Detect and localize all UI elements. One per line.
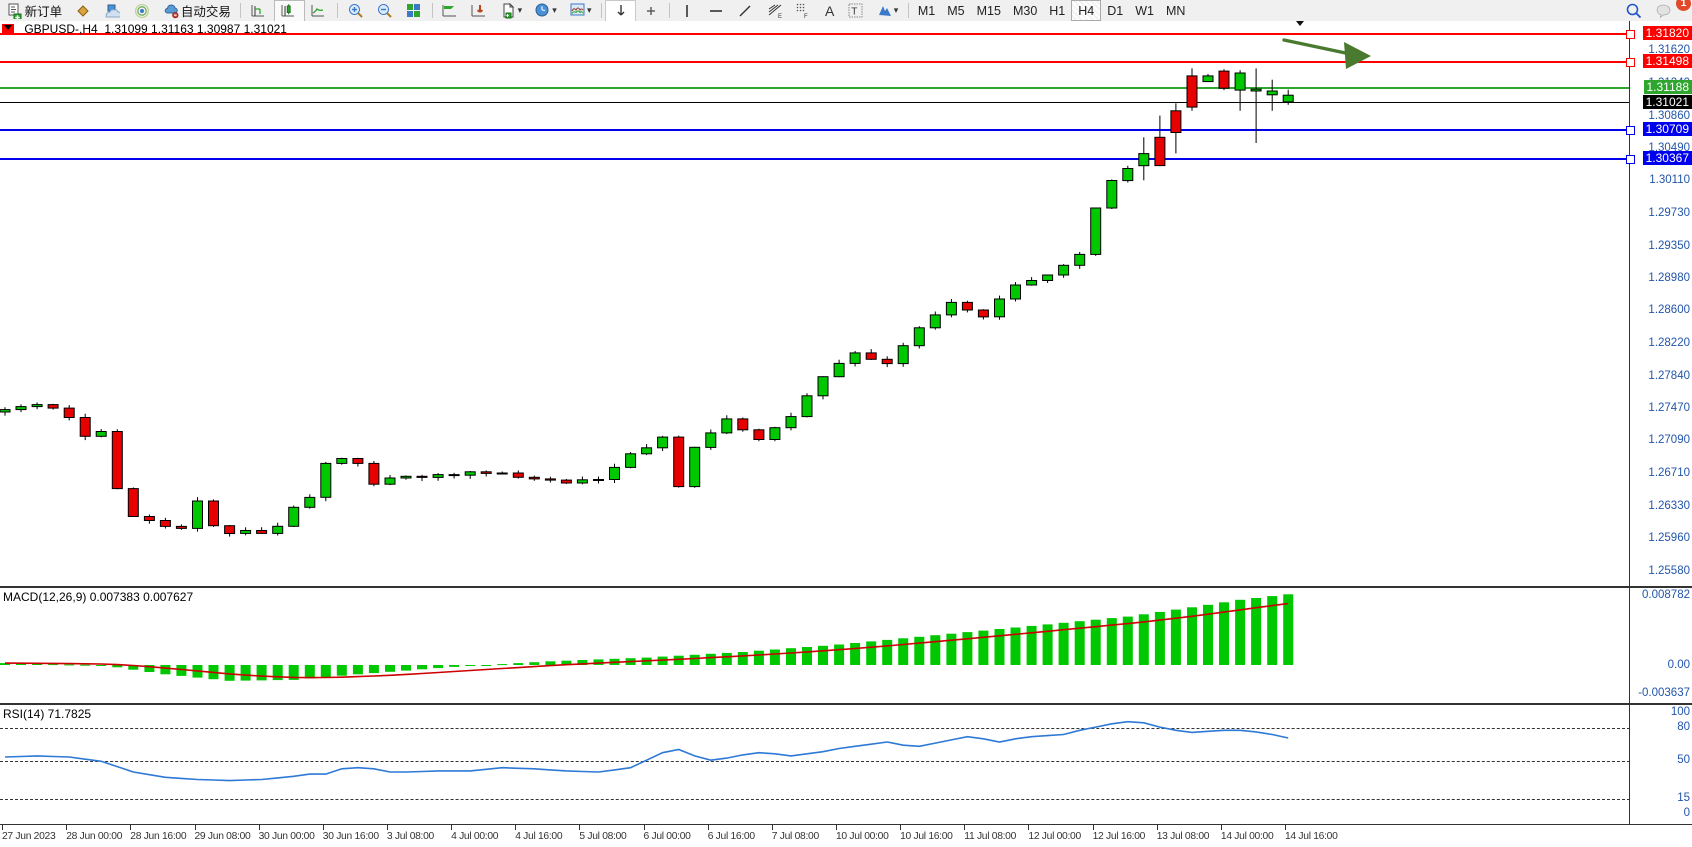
- svg-text:T: T: [851, 6, 857, 17]
- svg-text:F: F: [804, 14, 808, 19]
- svg-text:E: E: [778, 14, 782, 19]
